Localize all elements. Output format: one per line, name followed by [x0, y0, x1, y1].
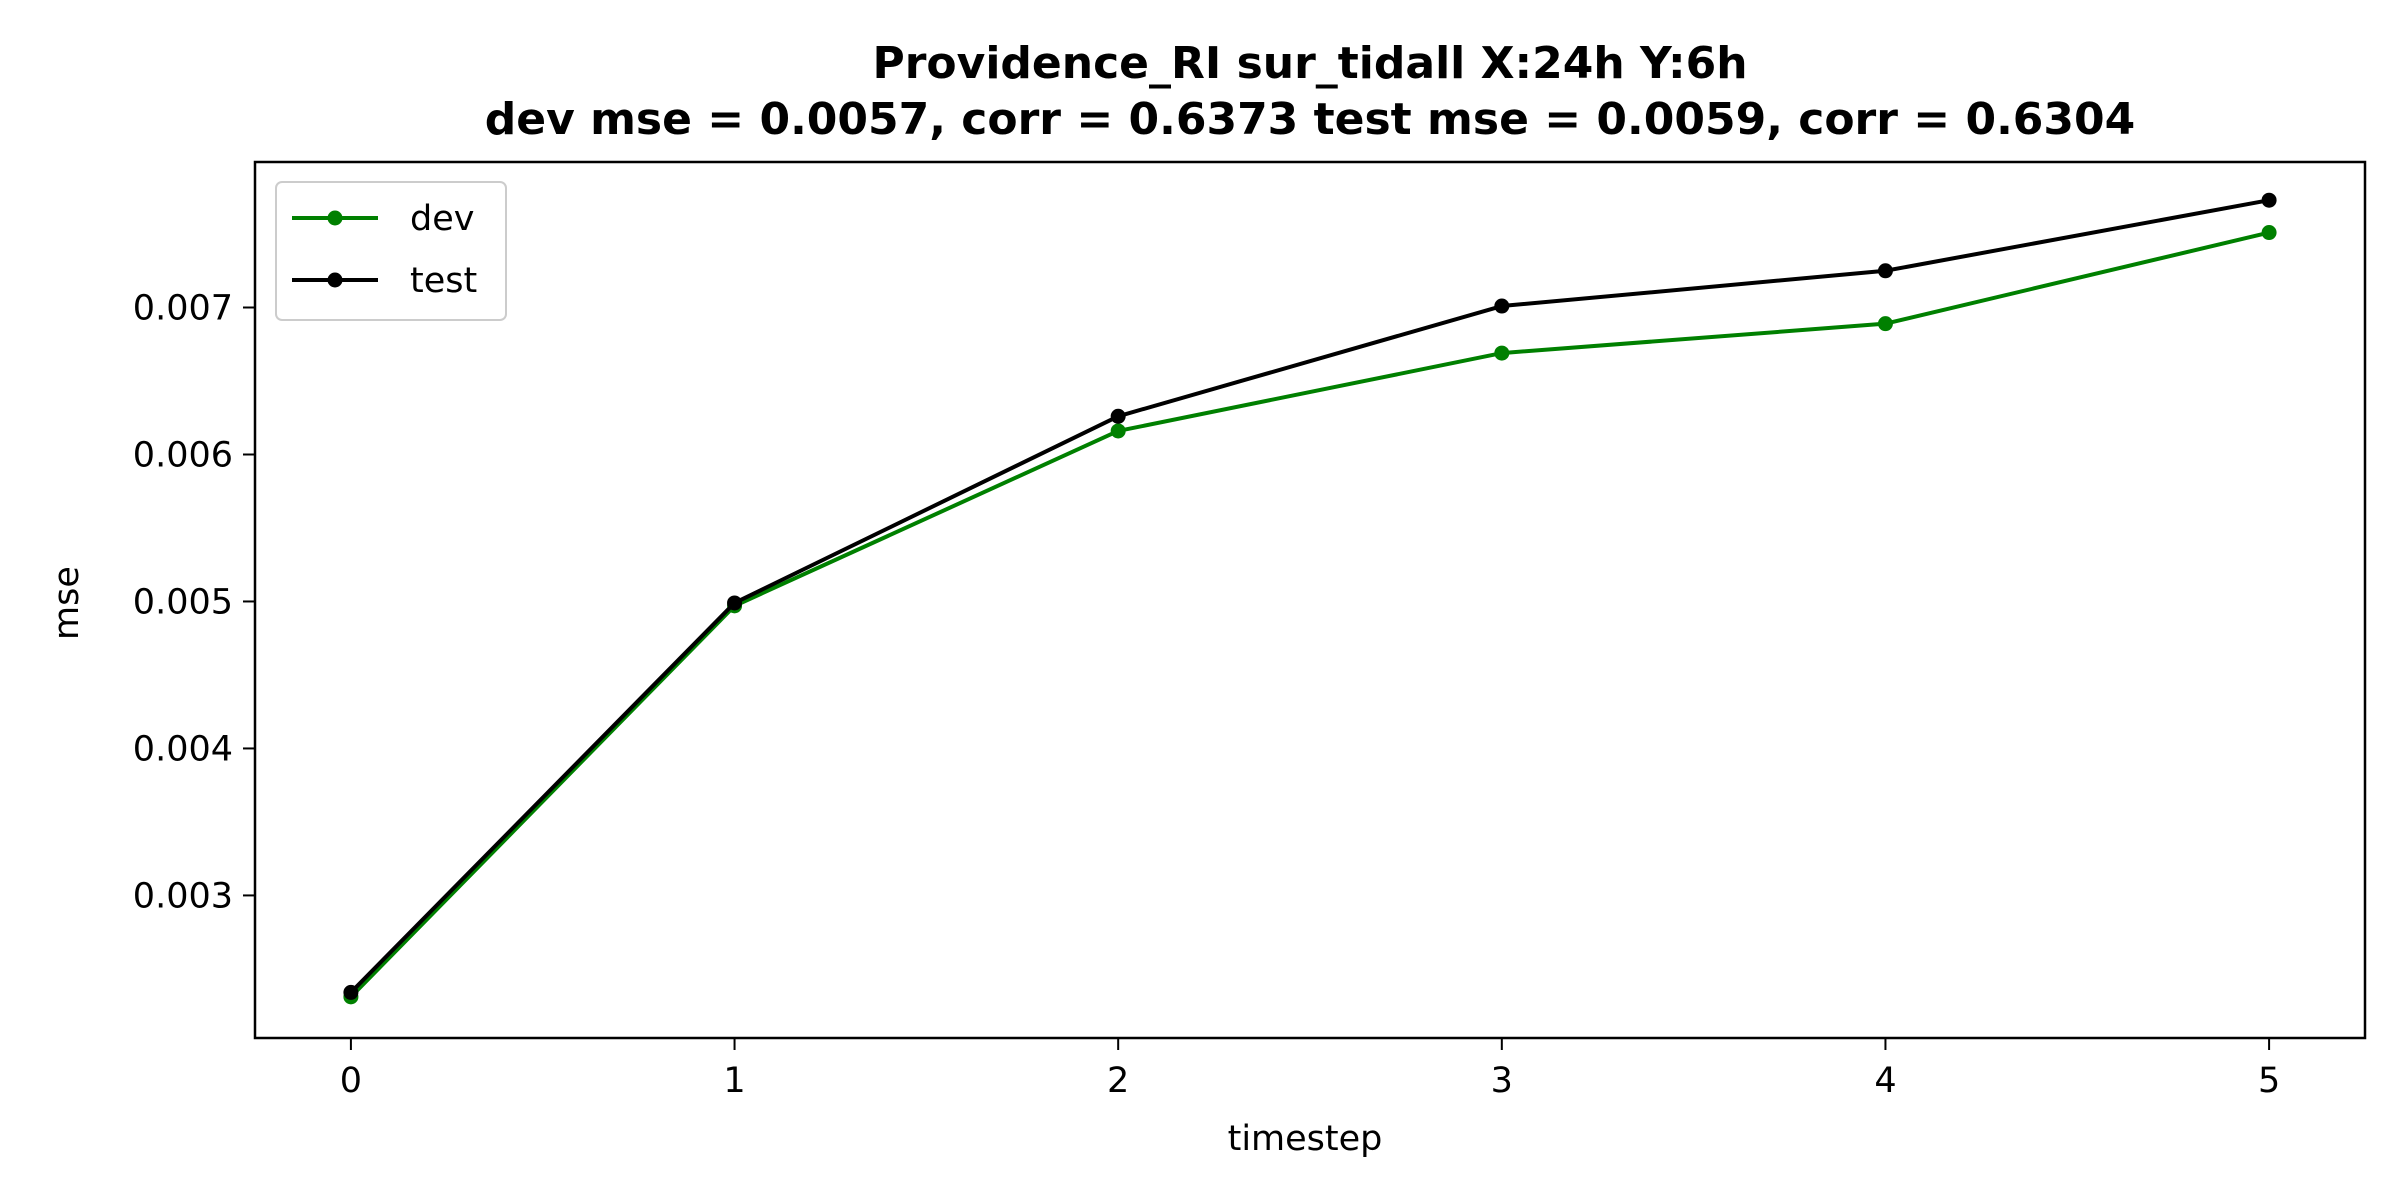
series-dev — [343, 225, 2277, 1005]
legend-item-dev: dev — [292, 199, 474, 239]
y-tick-label: 0.007 — [133, 289, 233, 329]
legend-item-test: test — [292, 261, 477, 301]
data-point-test — [1494, 298, 1510, 314]
data-point-test — [343, 984, 359, 1000]
x-tick-label: 0 — [340, 1061, 362, 1101]
y-axis: 0.003 0.004 0.005 0.006 0.007 — [133, 289, 255, 916]
series-layer — [343, 192, 2277, 1005]
x-axis: 0 1 2 3 4 5 — [340, 1038, 2280, 1101]
chart-title: Providence_RI sur_tidall X:24h Y:6h — [872, 38, 1747, 89]
data-point-dev — [1110, 423, 1126, 439]
data-point-test — [1877, 263, 1893, 279]
plot-frame — [253, 160, 2367, 1040]
data-point-dev — [1877, 316, 1893, 332]
legend-label: dev — [410, 199, 474, 239]
data-point-test — [1110, 408, 1126, 424]
y-tick-label: 0.005 — [133, 582, 233, 622]
x-axis-label: timestep — [1228, 1119, 1383, 1159]
x-tick-label: 2 — [1107, 1061, 1129, 1101]
x-tick-label: 5 — [2258, 1061, 2280, 1101]
legend-swatch-marker — [327, 272, 343, 288]
y-tick-label: 0.003 — [133, 876, 233, 916]
series-line-dev — [349, 230, 2270, 999]
data-point-dev — [1494, 345, 1510, 361]
series-test — [343, 192, 2277, 1000]
y-axis-label: mse — [47, 566, 87, 640]
data-point-test — [727, 595, 743, 611]
data-point-dev — [2261, 225, 2277, 241]
series-line-test — [349, 198, 2270, 994]
x-tick-label: 4 — [1874, 1061, 1896, 1101]
y-tick-label: 0.006 — [133, 435, 233, 475]
legend: dev test — [275, 181, 507, 321]
data-point-test — [2261, 192, 2277, 208]
y-tick-label: 0.004 — [133, 729, 233, 769]
legend-label: test — [410, 261, 477, 301]
legend-swatch-marker — [327, 210, 343, 226]
chart-subtitle: dev mse = 0.0057, corr = 0.6373 test mse… — [485, 94, 2136, 145]
x-tick-label: 1 — [723, 1061, 745, 1101]
x-tick-label: 3 — [1491, 1061, 1513, 1101]
